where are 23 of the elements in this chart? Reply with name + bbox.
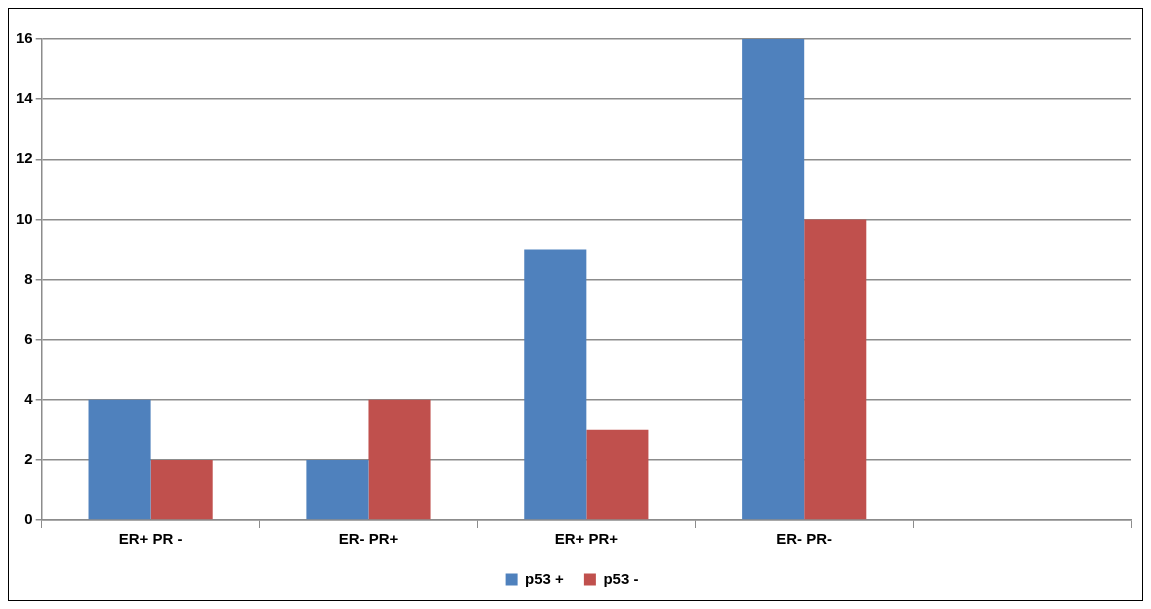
legend-label: p53 -	[603, 569, 639, 587]
bar	[88, 399, 151, 520]
bar	[524, 249, 587, 520]
y-tick-label: 16	[16, 29, 33, 47]
y-tick-label: 0	[24, 510, 33, 528]
bar	[306, 459, 369, 520]
y-tick-label: 6	[24, 329, 33, 347]
bar	[742, 39, 805, 520]
y-tick-label: 10	[16, 209, 33, 227]
x-tick-label: ER+ PR+	[554, 530, 619, 548]
y-tick-label: 8	[24, 269, 33, 287]
legend-label: p53 +	[525, 569, 565, 587]
y-tick-label: 2	[24, 450, 33, 468]
bar	[150, 459, 213, 520]
bar	[804, 219, 867, 520]
y-tick-label: 14	[16, 89, 34, 107]
bar	[368, 399, 431, 520]
x-tick-label: ER+ PR -	[118, 530, 183, 548]
bar	[586, 429, 649, 520]
x-tick-label: ER- PR+	[338, 530, 399, 548]
y-tick-label: 4	[24, 389, 34, 407]
y-tick-label: 12	[16, 149, 33, 167]
x-tick-label: ER- PR-	[776, 530, 833, 548]
